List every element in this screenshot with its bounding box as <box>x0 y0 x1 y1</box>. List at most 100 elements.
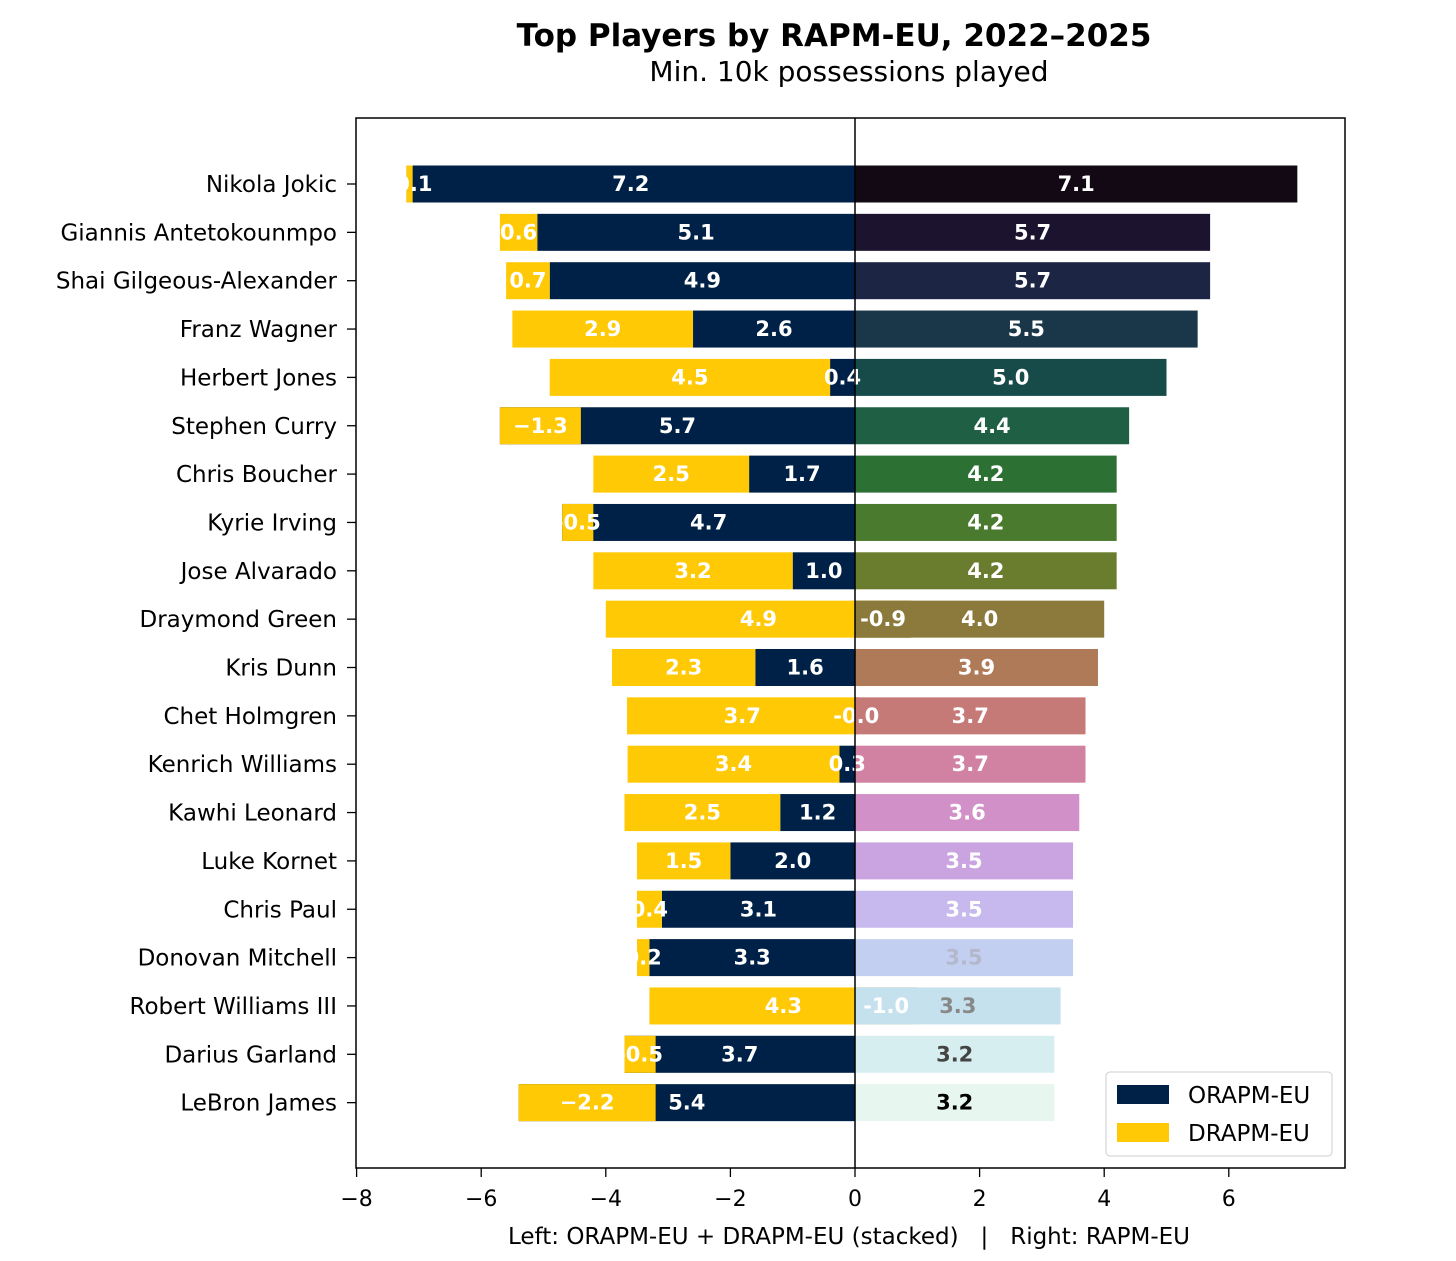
player-name-label: Stephen Curry <box>171 414 337 440</box>
player-name-label: Kawhi Leonard <box>168 801 337 827</box>
orapm-bar <box>549 262 855 300</box>
rapm-value-label: 3.9 <box>958 656 995 680</box>
orapm-bar <box>649 939 855 977</box>
drapm-value-label: 0.2 <box>625 946 662 970</box>
drapm-value-label: -0.5 <box>617 1042 663 1066</box>
orapm-bar <box>406 165 855 203</box>
x-tick-label: 2 <box>973 1187 987 1212</box>
rapm-bar <box>855 455 1117 493</box>
bars-layer <box>406 165 1298 1122</box>
rapm-bar <box>855 794 1080 832</box>
rapm-value-label: 4.2 <box>967 510 1004 534</box>
drapm-value-label: 4.5 <box>671 365 708 389</box>
rapm-value-label: 5.5 <box>1008 317 1045 341</box>
rapm-bar <box>855 890 1074 928</box>
drapm-bar <box>612 649 756 686</box>
drapm-bar <box>624 1035 656 1073</box>
rapm-value-label: 3.2 <box>936 1091 973 1115</box>
orapm-value-label: -0.9 <box>860 607 906 631</box>
player-name-label: Darius Garland <box>164 1042 337 1068</box>
rapm-value-label: 3.6 <box>949 801 986 825</box>
orapm-bar <box>537 213 855 251</box>
drapm-value-label: -0.1 <box>387 172 433 196</box>
rapm-value-label: 4.2 <box>967 462 1004 486</box>
rapm-value-label: 3.5 <box>945 897 982 921</box>
rapm-bar <box>855 213 1211 251</box>
player-name-label: Chris Paul <box>223 897 337 923</box>
player-name-label: Luke Kornet <box>201 849 337 875</box>
drapm-bar <box>636 890 662 928</box>
drapm-value-label: 2.3 <box>665 656 702 680</box>
orapm-value-label: 3.3 <box>734 946 771 970</box>
player-name-label: Robert Williams III <box>130 994 338 1020</box>
rapm-bar <box>855 552 1117 590</box>
drapm-bar <box>562 503 594 541</box>
player-name-label: Draymond Green <box>140 607 338 633</box>
drapm-bar <box>624 794 781 832</box>
orapm-value-label: -1.0 <box>863 994 909 1018</box>
legend-swatch-drapm <box>1117 1123 1169 1142</box>
x-tick-label: 6 <box>1222 1187 1236 1212</box>
orapm-value-label: 7.2 <box>612 172 649 196</box>
rapm-value-label: 3.7 <box>952 704 989 728</box>
rapm-bar <box>855 310 1198 348</box>
rapm-bar <box>855 1084 1055 1122</box>
rapm-value-label: 3.5 <box>945 849 982 873</box>
orapm-value-label: 1.7 <box>783 462 820 486</box>
player-name-label: Kyrie Irving <box>207 510 337 536</box>
rapm-bar <box>855 407 1130 445</box>
drapm-value-label: −2.2 <box>560 1091 615 1115</box>
legend-swatch-orapm <box>1117 1085 1169 1104</box>
plot-frame <box>355 117 1346 1169</box>
drapm-bar <box>499 407 581 445</box>
drapm-bar <box>499 213 538 251</box>
player-name-label: Shai Gilgeous-Alexander <box>56 269 338 295</box>
player-name-label: Kenrich Williams <box>148 752 337 778</box>
rapm-value-label: 3.5 <box>945 946 982 970</box>
x-axis-label: Left: ORAPM-EU + DRAPM-EU (stacked) | Ri… <box>508 1224 1190 1250</box>
bar-labels-layer: 7.2 -0.1 7.1 5.1 0.6 5.7 4.9 0.7 5.7 2.6 2.9 5.5 0.4… <box>387 172 1095 1115</box>
rapm-value-label: 5.0 <box>992 365 1029 389</box>
drapm-bar <box>593 552 793 590</box>
drapm-value-label: 0.7 <box>509 269 546 293</box>
drapm-bar <box>518 1084 656 1122</box>
rapm-bar <box>855 600 1105 638</box>
rapm-value-label: 5.7 <box>1014 220 1051 244</box>
player-name-label: Chet Holmgren <box>163 704 337 730</box>
orapm-bar <box>624 1035 855 1073</box>
drapm-value-label: 1.5 <box>665 849 702 873</box>
x-axis: −8 −6 −4 −2 0 2 4 6 <box>340 1168 1236 1212</box>
drapm-value-label: 3.7 <box>724 704 761 728</box>
drapm-value-label: 4.3 <box>765 994 802 1018</box>
rapm-value-label: 3.7 <box>952 752 989 776</box>
rapm-bar <box>855 939 1074 977</box>
drapm-bar <box>636 939 650 977</box>
drapm-value-label: 2.9 <box>584 317 621 341</box>
orapm-bar <box>755 649 855 686</box>
orapm-bar <box>830 358 855 396</box>
drapm-bar <box>627 745 840 783</box>
orapm-value-label: 1.2 <box>799 801 836 825</box>
drapm-bar <box>593 455 750 493</box>
chart-subtitle: Min. 10k possessions played <box>649 55 1048 88</box>
orapm-bar <box>839 745 855 783</box>
orapm-value-label: 5.1 <box>678 220 715 244</box>
drapm-value-label: 2.5 <box>684 801 721 825</box>
orapm-value-label: 1.6 <box>787 656 824 680</box>
orapm-bar <box>792 552 855 590</box>
drapm-bar <box>512 310 694 348</box>
rapm-value-label: 4.0 <box>961 607 998 631</box>
chart-title: Top Players by RAPM-EU, 2022–2025 <box>517 18 1152 54</box>
rapm-bar <box>855 262 1211 300</box>
rapm-bar <box>855 358 1167 396</box>
player-name-label: Herbert Jones <box>180 365 337 391</box>
drapm-value-label: 2.5 <box>653 462 690 486</box>
orapm-bar <box>661 890 855 928</box>
x-tick-label: −4 <box>590 1187 622 1212</box>
orapm-value-label: 2.0 <box>774 849 811 873</box>
orapm-value-label: 5.4 <box>668 1091 705 1115</box>
orapm-value-label: 4.7 <box>690 510 727 534</box>
x-tick-label: 0 <box>848 1187 862 1212</box>
orapm-bar <box>730 842 855 880</box>
